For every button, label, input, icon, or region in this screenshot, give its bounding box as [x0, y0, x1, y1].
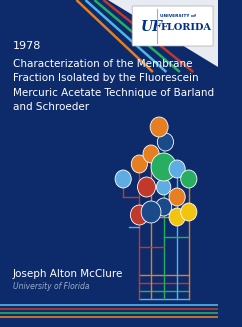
- FancyBboxPatch shape: [132, 6, 213, 46]
- Circle shape: [169, 188, 185, 206]
- Circle shape: [131, 155, 147, 173]
- Circle shape: [156, 198, 172, 216]
- Circle shape: [137, 177, 156, 197]
- Circle shape: [169, 160, 185, 178]
- Text: UF: UF: [141, 20, 163, 34]
- Text: Joseph Alton McClure: Joseph Alton McClure: [13, 269, 123, 279]
- Circle shape: [150, 117, 168, 137]
- Circle shape: [181, 170, 197, 188]
- Circle shape: [157, 133, 174, 151]
- Text: UNIVERSITY of: UNIVERSITY of: [160, 14, 196, 18]
- Circle shape: [115, 170, 131, 188]
- Circle shape: [151, 153, 176, 181]
- Circle shape: [169, 208, 185, 226]
- Circle shape: [141, 201, 161, 223]
- Text: Characterization of the Membrane
Fraction Isolated by the Fluorescein
Mercuric A: Characterization of the Membrane Fractio…: [13, 59, 214, 112]
- Circle shape: [156, 179, 171, 195]
- Polygon shape: [108, 0, 218, 67]
- Text: 1978: 1978: [13, 41, 41, 51]
- Circle shape: [143, 145, 159, 163]
- Text: University of Florida: University of Florida: [13, 282, 89, 291]
- Circle shape: [181, 203, 197, 221]
- Circle shape: [130, 205, 148, 225]
- Text: FLORIDA: FLORIDA: [160, 24, 211, 32]
